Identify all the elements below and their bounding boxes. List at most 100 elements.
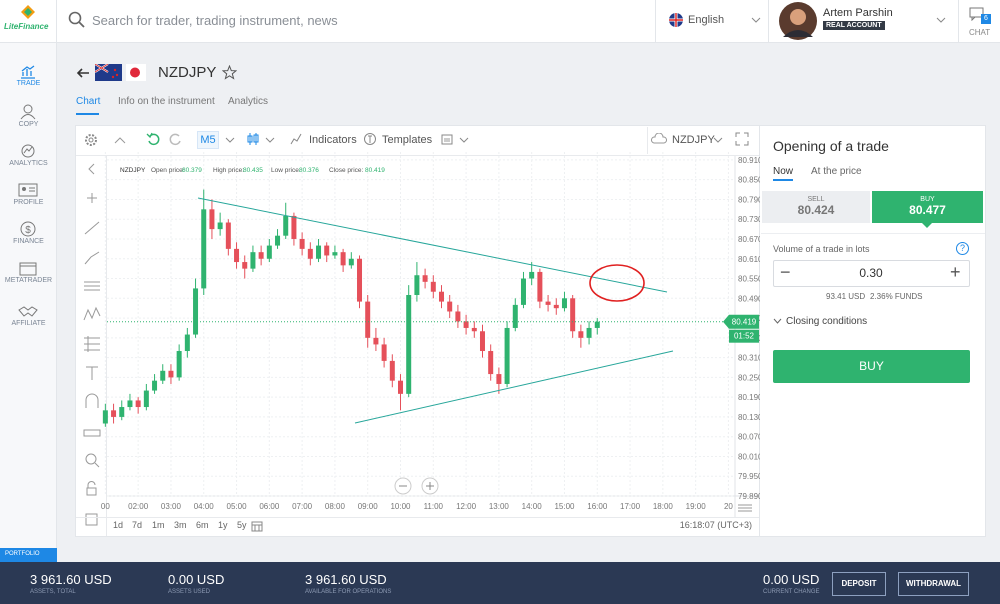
countdown-tag (729, 329, 759, 343)
x-tick-label: 05:00 (227, 502, 248, 511)
indicators-button[interactable]: Indicators (309, 134, 357, 146)
period-button[interactable]: 1d (113, 520, 124, 530)
sidebar-item[interactable]: AFFILIATE (11, 320, 46, 327)
candle-body (283, 215, 289, 236)
chevron (459, 137, 469, 143)
candle-body (561, 298, 567, 309)
x-tick-label: 13:00 (489, 502, 510, 511)
instrument-tab[interactable]: Info on the instrument (118, 96, 215, 107)
timestamp: 16:18:07 (UTC+3) (679, 520, 752, 530)
period-button[interactable]: 5y (237, 520, 247, 530)
chevron (713, 137, 723, 143)
tab-underline (76, 113, 99, 115)
period-button[interactable]: 1m (152, 520, 165, 530)
instrument-tab[interactable]: Analytics (228, 96, 269, 107)
sidebar-item[interactable]: TRADE (16, 80, 41, 87)
x-tick-label: 04:00 (194, 502, 215, 511)
y-tick-label: 80.190 (738, 393, 760, 402)
y-tick-label: 80.670 (738, 235, 760, 244)
language-select[interactable]: English (688, 14, 725, 26)
volume-input[interactable] (773, 260, 970, 287)
tab-at-price[interactable]: At the price (811, 166, 862, 177)
instrument-tab[interactable]: Chart (76, 96, 101, 107)
chart-type-icon[interactable] (245, 131, 261, 147)
chat-icon[interactable] (969, 7, 985, 21)
sidebar-item[interactable]: FINANCE (13, 238, 44, 245)
withdrawal-button[interactable]: WITHDRAWAL (898, 572, 969, 596)
screenshot-icon[interactable] (440, 132, 454, 146)
candle-body (578, 331, 584, 338)
svg-text:$: $ (25, 225, 31, 236)
period-button[interactable]: 1y (218, 520, 228, 530)
indicators-icon[interactable] (289, 132, 303, 146)
candle-body (201, 209, 207, 289)
sidebar-item[interactable]: PROFILE (13, 199, 44, 206)
sidebar-item[interactable]: ANALYTICS (9, 160, 48, 167)
candle-body (111, 410, 117, 417)
chevron (225, 137, 235, 143)
templates-button[interactable]: Templates (382, 134, 433, 146)
sidebar-item[interactable]: COPY (18, 121, 39, 128)
increase-button[interactable]: + (950, 262, 961, 282)
info-open: 80.379 (182, 167, 202, 174)
templates-icon[interactable] (363, 132, 377, 146)
copy-icon (20, 104, 36, 120)
y-tick-label: 80.730 (738, 215, 760, 224)
y-tick-label: 80.910 (738, 156, 760, 165)
stat-value: 3 961.60 USD (305, 572, 387, 587)
deposit-button[interactable]: DEPOSIT (832, 572, 886, 596)
calendar-icon[interactable] (251, 520, 263, 532)
period-button[interactable]: 3m (174, 520, 187, 530)
decrease-button[interactable]: − (780, 262, 791, 282)
info-symbol: NZDJPY (120, 167, 146, 174)
candle-body (168, 370, 174, 378)
chat-label: CHAT (969, 28, 991, 37)
settings-icon[interactable] (83, 132, 99, 148)
stat-label: AVAILABLE FOR OPERATIONS (305, 589, 392, 595)
x-tick-label: 14:00 (522, 502, 543, 511)
candle-body (119, 407, 125, 417)
logo[interactable]: LiteFinance (0, 0, 57, 43)
avatar[interactable] (778, 1, 818, 41)
candle-body (398, 380, 404, 394)
scale-settings[interactable] (737, 502, 753, 514)
drawing-tools[interactable] (78, 160, 106, 530)
candle-body (438, 291, 444, 302)
divider (761, 233, 985, 234)
timeframe-select[interactable]: M5 (197, 131, 219, 149)
volume-value: 0.30 (859, 266, 883, 280)
fullscreen-icon[interactable] (735, 132, 749, 146)
sell-button[interactable]: SELL 80.424 (762, 191, 870, 223)
sidebar-item[interactable]: METATRADER (4, 277, 53, 284)
x-tick-label: 07:00 (292, 502, 313, 511)
collapse-icon[interactable] (113, 135, 127, 145)
candle-body (275, 235, 281, 246)
candle-body (217, 222, 223, 230)
closing-conditions[interactable]: Closing conditions (786, 316, 868, 327)
profile-icon (18, 183, 38, 197)
redo-icon[interactable] (169, 132, 183, 146)
logo-text: LiteFinance (4, 22, 49, 31)
buy-tab[interactable]: BUY 80.477 (872, 191, 983, 223)
portfolio-tab[interactable] (0, 548, 57, 562)
period-button[interactable]: 6m (196, 520, 209, 530)
undo-icon[interactable] (146, 132, 160, 146)
tab-now[interactable]: Now (773, 166, 794, 177)
candle-body (340, 252, 346, 266)
y-tick-label: 79.950 (738, 472, 760, 481)
favorite-star[interactable] (222, 65, 237, 80)
candle-body (102, 410, 108, 424)
chevron (265, 137, 275, 143)
price-tag-label: 80.419 (732, 318, 757, 327)
y-tick-label: 80.790 (738, 195, 760, 204)
period-button[interactable]: 7d (132, 520, 143, 530)
buy-button[interactable]: BUY (773, 350, 970, 383)
portfolio-label: PORTFOLIO (5, 551, 40, 557)
x-tick-label: 08:00 (325, 502, 346, 511)
symbol-select[interactable]: NZDJPY (672, 134, 715, 146)
search-input[interactable]: Search for trader, trading instrument, n… (92, 13, 338, 28)
candle-body (479, 331, 485, 352)
candle-body (258, 252, 264, 259)
back-arrow[interactable] (76, 67, 90, 79)
help-icon[interactable]: ? (956, 242, 969, 255)
